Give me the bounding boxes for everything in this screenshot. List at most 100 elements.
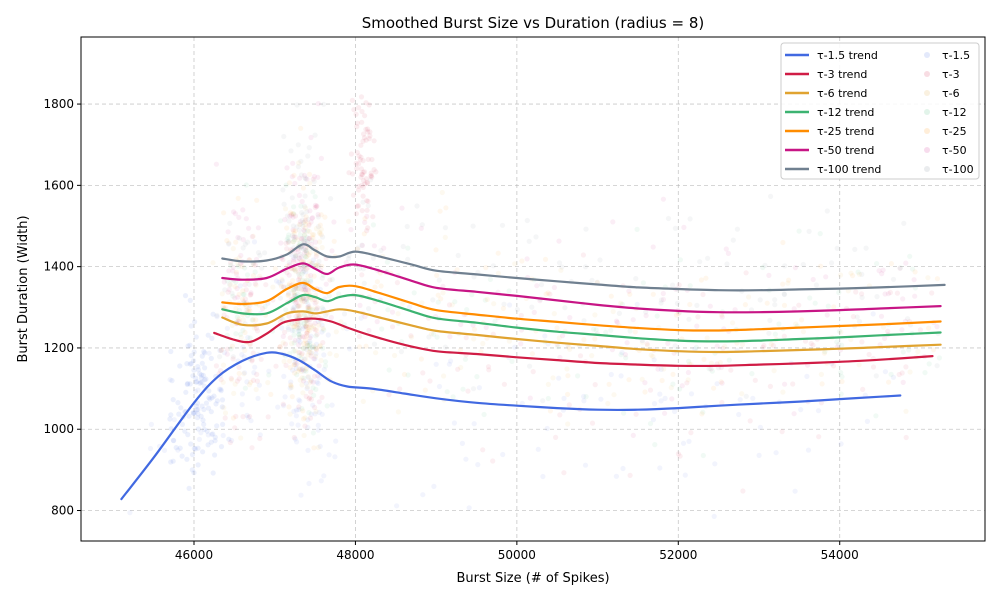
scatter-point (305, 153, 311, 159)
scatter-point (530, 369, 536, 375)
scatter-point (201, 406, 207, 413)
scatter-point (291, 327, 297, 333)
scatter-point (359, 242, 365, 248)
scatter-point (213, 401, 219, 407)
scatter-point (581, 337, 587, 343)
scatter-point (823, 274, 829, 280)
scatter-point (296, 353, 302, 359)
scatter-point (286, 404, 292, 410)
scatter-point (214, 314, 220, 320)
scatter-point (303, 296, 309, 302)
scatter-point (239, 391, 245, 397)
scatter-point (244, 307, 250, 313)
scatter-point (195, 367, 201, 373)
scatter-point (343, 260, 349, 266)
scatter-point (761, 343, 767, 349)
scatter-point (888, 371, 894, 377)
scatter-point (290, 214, 296, 220)
scatter-point (465, 388, 471, 394)
scatter-point (321, 352, 327, 358)
scatter-point (304, 384, 311, 390)
scatter-point (232, 425, 238, 431)
scatter-point (224, 238, 230, 244)
scatter-point (221, 312, 227, 318)
scatter-point (299, 375, 305, 381)
scatter-point (471, 421, 477, 427)
scatter-point (378, 283, 384, 289)
scatter-point (301, 375, 307, 381)
scatter-point (859, 294, 865, 301)
scatter-point (305, 352, 311, 358)
scatter-point (224, 351, 230, 357)
scatter-point (177, 445, 183, 451)
scatter-point (308, 333, 314, 339)
scatter-point (559, 264, 565, 270)
scatter-point (311, 392, 317, 398)
scatter-point (298, 366, 304, 372)
scatter-point (700, 409, 706, 415)
scatter-point (542, 256, 549, 262)
scatter-point (722, 343, 728, 349)
scatter-point (284, 246, 290, 252)
scatter-point (668, 385, 674, 391)
scatter-point (381, 245, 387, 251)
scatter-point (527, 395, 533, 401)
scatter-point (293, 285, 299, 291)
scatter-point (235, 263, 241, 269)
scatter-point (310, 215, 316, 221)
scatter-point (301, 286, 307, 292)
scatter-point (709, 368, 715, 374)
scatter-point (287, 385, 293, 391)
scatter-point (319, 411, 325, 417)
scatter-point (618, 300, 624, 306)
scatter-point (719, 399, 725, 406)
scatter-point (290, 278, 296, 284)
scatter-point (670, 282, 676, 288)
scatter-point (930, 347, 937, 353)
scatter-point (313, 386, 319, 392)
scatter-point (471, 326, 478, 332)
scatter-point (373, 350, 379, 356)
x-axis-label: Burst Size (# of Spikes) (456, 571, 609, 586)
scatter-point (752, 377, 758, 383)
scatter-point (890, 276, 897, 282)
scatter-point (435, 299, 441, 305)
scatter-point (366, 306, 372, 312)
scatter-point (464, 307, 470, 313)
scatter-point (176, 411, 182, 417)
scatter-point (386, 367, 392, 373)
scatter-point (270, 284, 276, 290)
scatter-point (757, 424, 764, 430)
scatter-point (365, 126, 371, 132)
scatter-point (235, 261, 241, 267)
scatter-point (187, 297, 193, 303)
scatter-point (214, 398, 220, 404)
scatter-point (385, 307, 391, 313)
scatter-point (742, 302, 749, 308)
scatter-point (310, 385, 316, 391)
scatter-point (235, 234, 241, 241)
scatter-point (291, 204, 297, 210)
scatter-point (296, 350, 303, 356)
scatter-point (263, 282, 269, 288)
scatter-point (312, 356, 318, 362)
scatter-point (822, 349, 828, 355)
scatter-point (313, 353, 319, 359)
scatter-point (214, 312, 220, 318)
scatter-point (364, 179, 370, 185)
scatter-point (726, 357, 732, 363)
scatter-point (238, 435, 244, 441)
scatter-point (310, 260, 316, 266)
scatter-point (238, 252, 244, 259)
scatter-point (232, 284, 238, 290)
scatter-point (293, 413, 299, 419)
scatter-point (725, 250, 732, 256)
scatter-point (917, 327, 924, 333)
scatter-point (524, 256, 530, 262)
scatter-point (243, 216, 249, 222)
scatter-point (688, 430, 694, 436)
scatter-point (772, 331, 779, 337)
scatter-point (514, 306, 521, 313)
scatter-point (785, 280, 791, 286)
scatter-point (900, 296, 906, 302)
